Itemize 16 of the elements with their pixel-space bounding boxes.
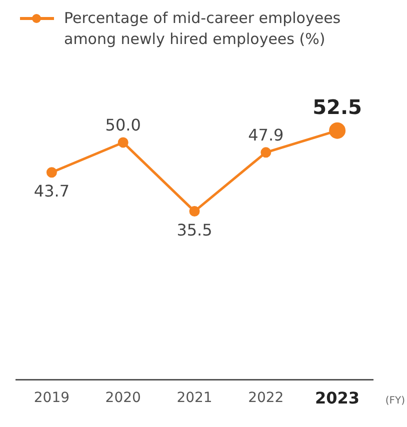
data-label: 43.7: [34, 182, 70, 201]
data-label: 35.5: [176, 220, 212, 240]
point: [260, 147, 272, 158]
x-tick-label: 2022: [248, 390, 284, 406]
x-tick-label: 2019: [34, 390, 70, 406]
data-label: 50.0: [105, 116, 141, 135]
point: [189, 206, 200, 217]
data-label: 52.5: [312, 94, 362, 119]
x-tick-label: 2021: [176, 390, 212, 406]
data-label: 47.9: [248, 126, 284, 145]
point: [46, 167, 57, 178]
x-axis-title: (FY): [385, 395, 406, 406]
x-tick-label: 2023: [315, 388, 360, 408]
x-tick-label: 2020: [105, 390, 141, 406]
point: [118, 137, 128, 148]
legend-label: Percentage of mid-career employees among newly hired employees (%): [64, 8, 342, 50]
